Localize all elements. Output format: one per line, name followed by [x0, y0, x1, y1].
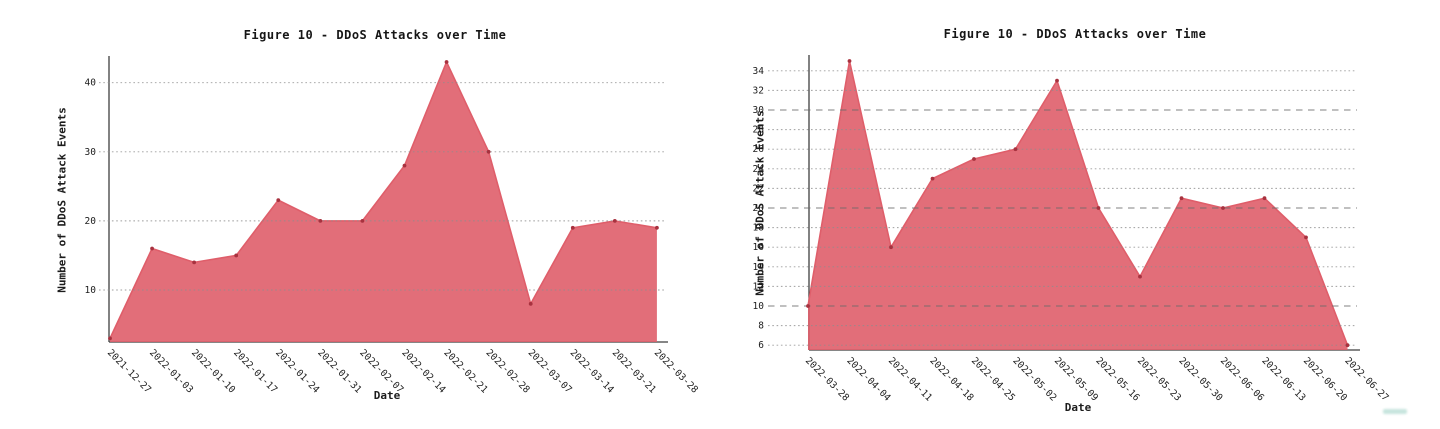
data-point-marker — [655, 225, 659, 230]
x-tick-label: 2022-01-10 — [189, 347, 237, 395]
x-tick-label: 2022-03-07 — [526, 347, 574, 395]
y-tick-label: 40 — [85, 78, 97, 89]
x-tick-label: 2022-01-17 — [231, 347, 279, 395]
y-tick-label: 8 — [758, 321, 764, 332]
data-point-marker — [402, 163, 407, 168]
data-point-marker — [1096, 206, 1101, 210]
x-tick-label: 2022-01-24 — [273, 347, 321, 395]
y-tick-label: 16 — [753, 242, 765, 253]
data-point-marker — [234, 253, 239, 258]
data-point-marker — [1179, 196, 1184, 201]
y-tick-label: 20 — [753, 203, 765, 214]
area-fill — [808, 61, 1348, 350]
data-point-marker — [360, 219, 365, 223]
chart-title: Figure 10 - DDoS Attacks over Time — [943, 27, 1207, 41]
area-chart-left: 102030402021-12-272022-01-032022-01-1020… — [85, 56, 700, 396]
x-tick-label: 2021-12-27 — [105, 347, 153, 395]
x-tick-label: 2022-03-14 — [568, 347, 616, 395]
y-tick-label: 30 — [753, 105, 765, 116]
trend-line — [109, 59, 658, 339]
data-point-marker — [150, 246, 154, 251]
data-point-marker — [972, 157, 976, 161]
data-point-marker — [1262, 196, 1267, 201]
x-tick-label: 2022-03-21 — [610, 347, 658, 395]
data-point-marker — [192, 260, 197, 265]
data-point-marker — [108, 336, 112, 341]
x-tick-label: 2022-06-27 — [1342, 355, 1390, 403]
y-tick-label: 24 — [753, 164, 765, 175]
x-tick-label: 2022-02-21 — [441, 347, 489, 395]
x-axis-title: Date — [373, 389, 401, 402]
x-axis-title: Date — [1064, 401, 1092, 414]
data-point-marker — [930, 176, 935, 181]
x-tick-label: 2022-01-31 — [315, 347, 363, 395]
data-point-marker — [1304, 235, 1308, 240]
trend-line — [807, 60, 1349, 346]
y-tick-label: 34 — [753, 66, 765, 77]
data-point-marker — [444, 60, 449, 64]
area-fill — [110, 61, 657, 342]
chart-title: Figure 10 - DDoS Attacks over Time — [243, 28, 507, 42]
x-tick-label: 2022-03-28 — [652, 347, 700, 395]
y-tick-label: 10 — [85, 285, 97, 296]
y-tick-label: 18 — [753, 223, 765, 234]
y-tick-label: 12 — [753, 281, 764, 292]
data-point-marker — [1013, 147, 1018, 152]
data-point-marker — [1138, 274, 1142, 279]
data-point-marker — [847, 59, 852, 63]
data-point-marker — [1345, 343, 1350, 348]
area-chart-right: 68101214161820222426283032342022-03-2820… — [753, 55, 1391, 404]
y-tick-label: 6 — [758, 340, 764, 351]
data-point-marker — [806, 304, 810, 308]
data-point-marker — [889, 245, 893, 250]
data-point-marker — [276, 198, 281, 203]
y-tick-label: 20 — [85, 216, 97, 227]
y-tick-label: 30 — [85, 147, 97, 158]
x-tick-label: 2022-01-03 — [147, 347, 195, 395]
y-tick-label: 22 — [753, 183, 764, 194]
x-tick-label: 2022-02-28 — [484, 347, 532, 395]
y-tick-label: 14 — [753, 262, 765, 273]
y-tick-label: 10 — [753, 301, 765, 312]
data-point-marker — [486, 149, 491, 154]
data-point-marker — [528, 301, 533, 306]
x-tick-label: 2022-02-14 — [399, 347, 447, 395]
data-point-marker — [318, 219, 323, 223]
data-point-marker — [1221, 206, 1225, 210]
y-tick-label: 28 — [753, 125, 765, 136]
x-tick-label: 2022-02-07 — [357, 347, 405, 395]
y-tick-label: 32 — [753, 85, 764, 96]
data-point-marker — [612, 219, 617, 223]
y-tick-label: 26 — [753, 144, 765, 155]
scan-artifact — [1383, 409, 1407, 414]
chart-panel-right: Figure 10 - DDoS Attacks over Time Numbe… — [720, 0, 1440, 429]
chart-panel-left: Figure 10 - DDoS Attacks over Time Numbe… — [56, 28, 701, 402]
data-point-marker — [1055, 78, 1059, 83]
data-point-marker — [570, 225, 575, 230]
